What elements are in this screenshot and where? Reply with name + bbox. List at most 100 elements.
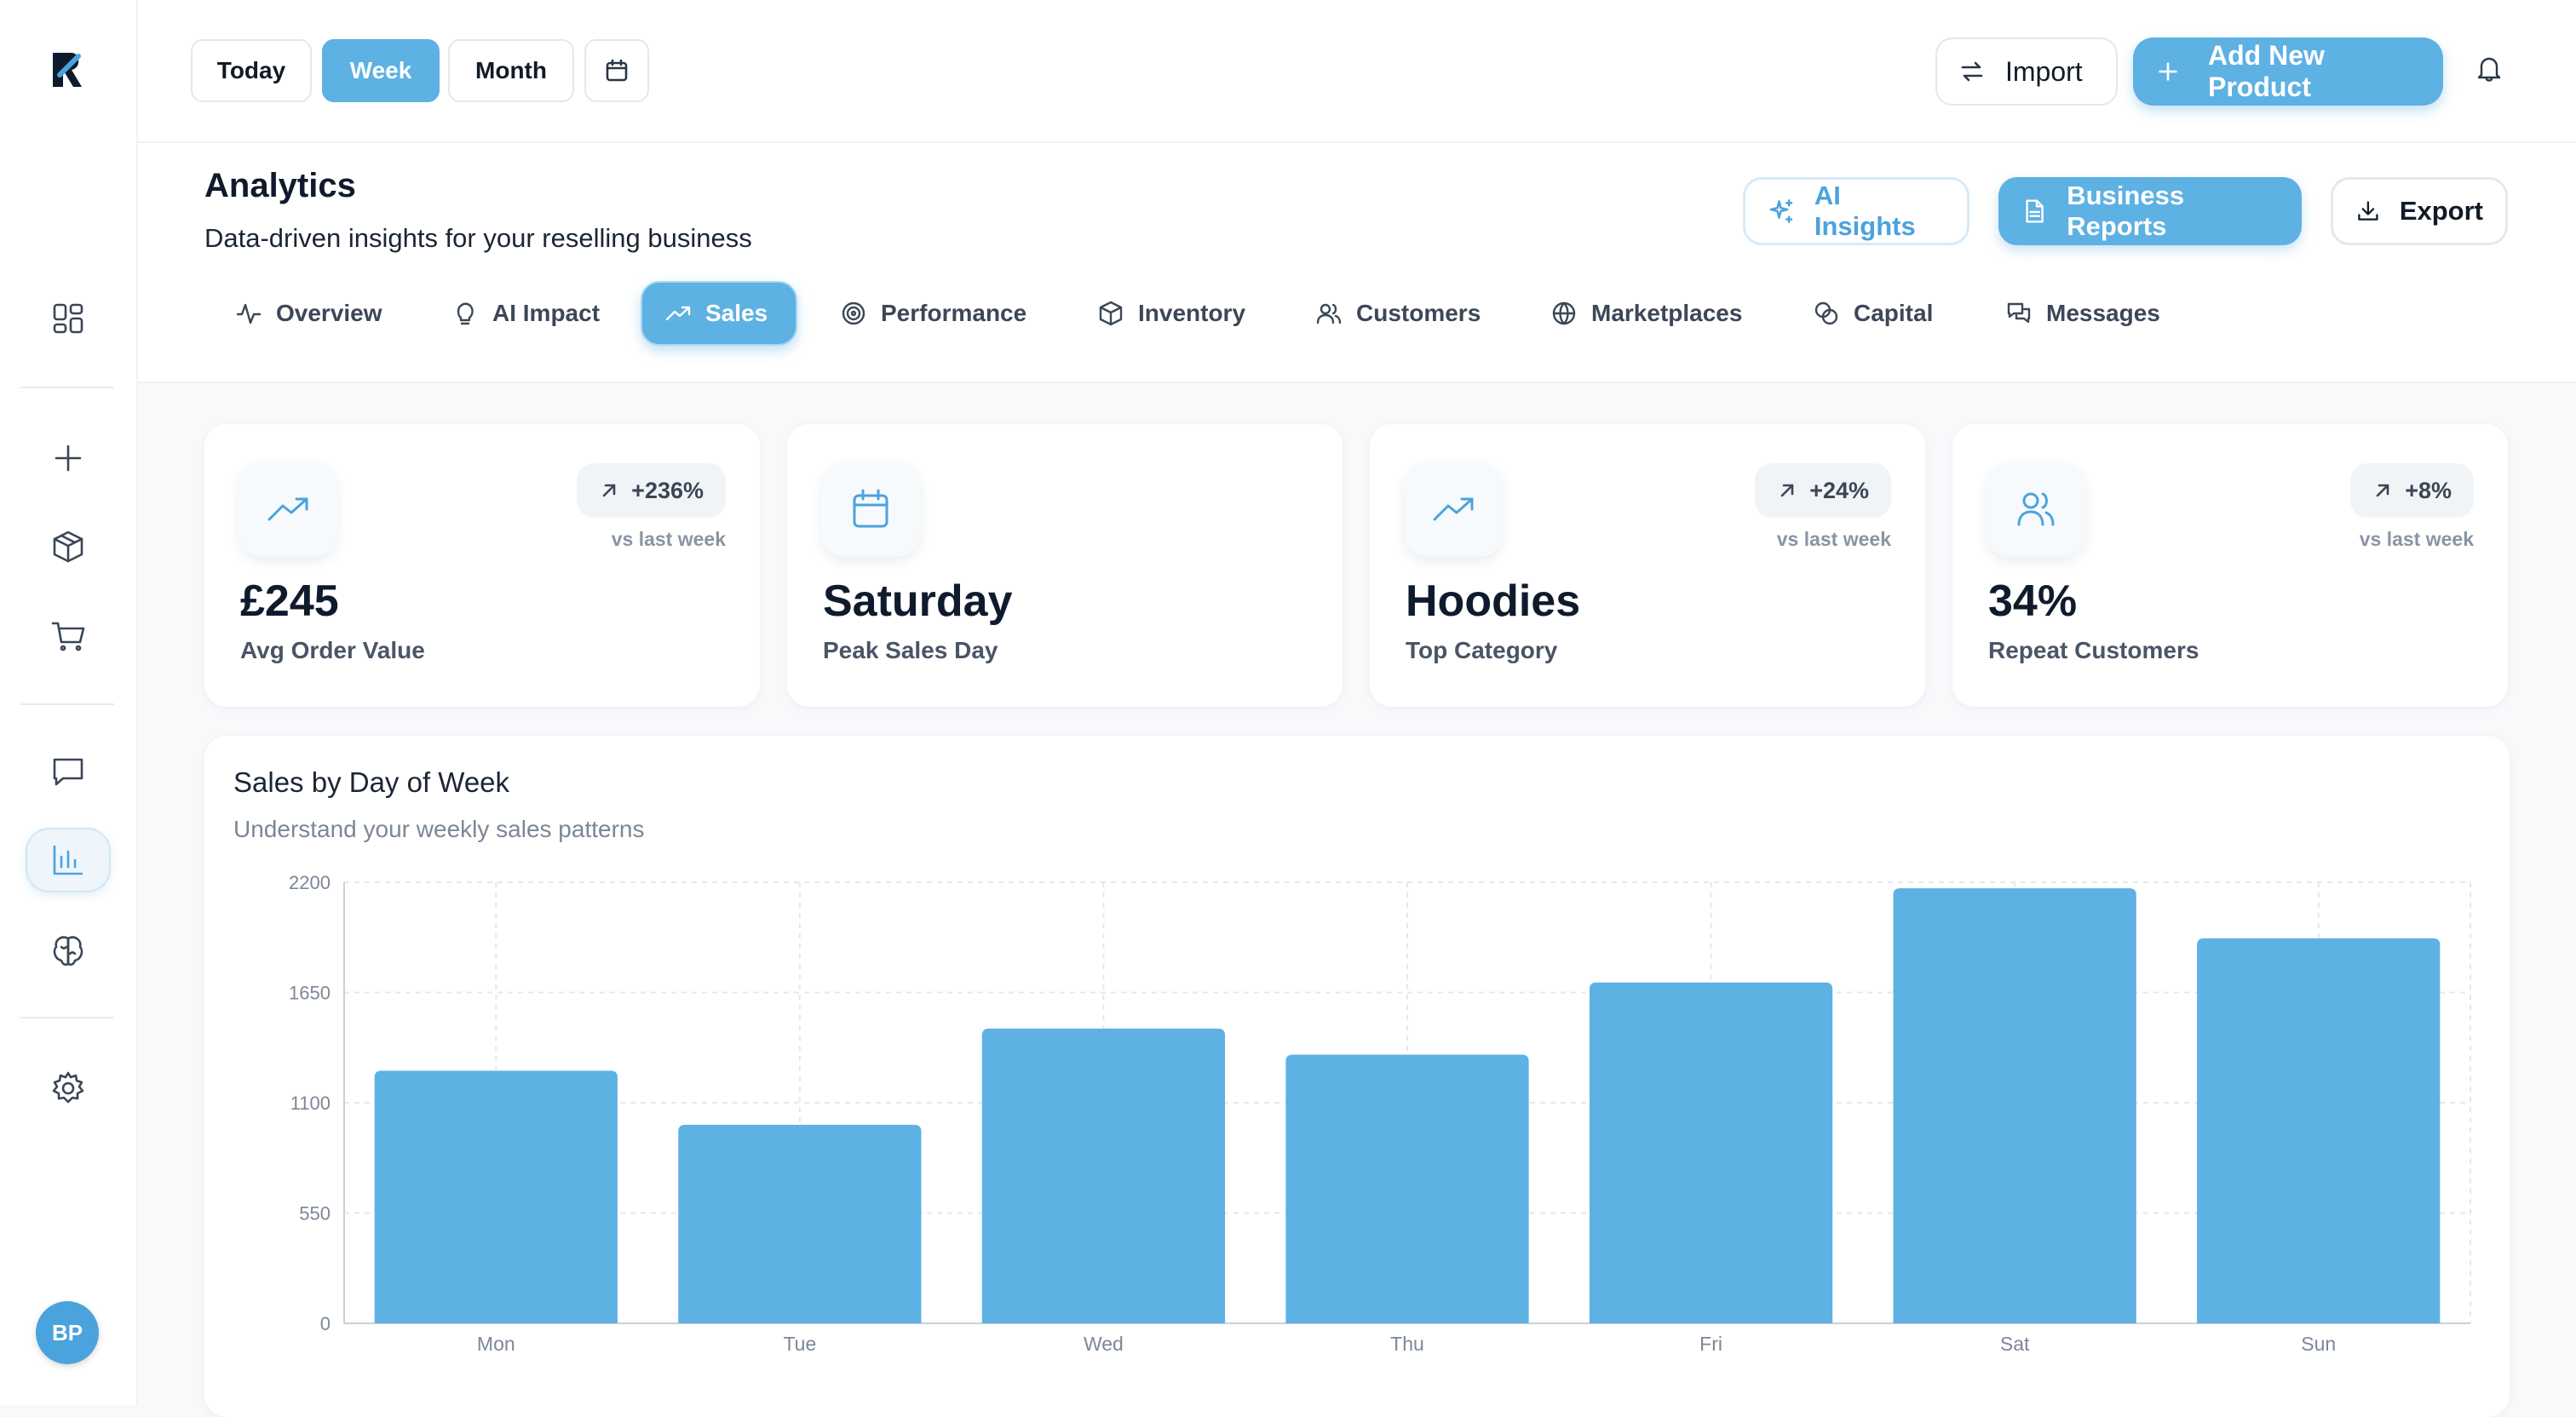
tab-overview[interactable]: Overview — [213, 281, 405, 346]
arrow-up-right-icon — [1780, 484, 1794, 497]
sidebar-item-cart[interactable] — [26, 603, 111, 668]
y-tick-label: 0 — [320, 1313, 331, 1334]
import-button[interactable]: Import — [1935, 37, 2118, 106]
gear-icon — [52, 1071, 84, 1104]
x-tick-label: Mon — [477, 1333, 515, 1355]
change-badge: +24% — [1755, 463, 1891, 518]
tab-customers[interactable]: Customers — [1293, 281, 1503, 346]
user-avatar[interactable]: BP — [36, 1301, 99, 1364]
trending-up-icon — [665, 306, 691, 321]
brain-icon — [53, 936, 83, 967]
range-today-button[interactable]: Today — [191, 39, 312, 102]
bar-sat — [1893, 888, 2136, 1323]
change-value: +236% — [631, 477, 704, 503]
target-icon — [842, 301, 865, 325]
sidebar-divider — [20, 387, 114, 388]
sidebar-item-analytics[interactable] — [26, 828, 111, 892]
arrow-up-right-icon — [602, 484, 616, 497]
notifications-button[interactable] — [2474, 53, 2508, 87]
trending-up-icon — [1433, 497, 1474, 521]
users-icon — [1316, 303, 1342, 324]
plus-icon — [55, 445, 82, 472]
stat-label: Avg Order Value — [240, 637, 425, 663]
tab-ai-impact-label: AI Impact — [492, 300, 601, 326]
stat-icon — [1404, 462, 1503, 557]
business-reports-button[interactable]: Business Reports — [1998, 177, 2302, 245]
bar-sun — [2197, 938, 2441, 1323]
sidebar-item-dashboard[interactable] — [26, 286, 111, 351]
page-subtitle: Data-driven insights for your reselling … — [204, 223, 752, 253]
change-comparison: vs last week — [2359, 528, 2474, 550]
tab-overview-label: Overview — [276, 300, 382, 326]
bar-mon — [374, 1070, 618, 1323]
change-value: +8% — [2405, 477, 2452, 503]
tab-performance[interactable]: Performance — [818, 281, 1049, 346]
sidebar-item-settings[interactable] — [26, 1056, 111, 1121]
stat-value: Hoodies — [1406, 577, 1581, 626]
tab-customers-label: Customers — [1356, 300, 1481, 326]
change-badge: +236% — [577, 463, 726, 518]
bar-tue — [678, 1124, 922, 1323]
calendar-icon — [606, 59, 628, 82]
calendar-icon — [853, 489, 888, 528]
globe-icon — [1552, 301, 1576, 325]
export-label: Export — [2399, 196, 2483, 226]
chart-subtitle: Understand your weekly sales patterns — [233, 816, 645, 842]
swap-icon — [1961, 61, 1983, 82]
cart-icon — [51, 622, 85, 651]
bell-icon — [2477, 57, 2501, 82]
add-new-product-button[interactable]: Add New Product — [2133, 37, 2443, 106]
date-picker-button[interactable] — [584, 39, 649, 102]
x-tick-label: Fri — [1699, 1333, 1722, 1355]
chat-icon — [2007, 302, 2031, 324]
export-button[interactable]: Export — [2331, 177, 2508, 245]
tab-ai-impact[interactable]: AI Impact — [429, 281, 622, 346]
tab-inventory-label: Inventory — [1138, 300, 1246, 326]
range-week-button[interactable]: Week — [322, 39, 440, 102]
y-tick-label: 550 — [299, 1203, 331, 1225]
business-reports-label: Business Reports — [2067, 181, 2185, 241]
sidebar-item-products[interactable] — [26, 514, 111, 579]
lightbulb-icon — [457, 302, 474, 325]
sidebar-item-add[interactable] — [26, 426, 111, 490]
box-icon — [53, 531, 83, 563]
ai-insights-label: AI Insights — [1814, 181, 1916, 241]
dashboard-grid-icon — [53, 303, 83, 334]
users-icon — [2017, 492, 2055, 526]
change-comparison: vs last week — [1776, 528, 1891, 550]
stat-icon — [239, 462, 337, 557]
change-value: +24% — [1809, 477, 1869, 503]
sidebar-item-ai-brain[interactable] — [26, 918, 111, 983]
plus-icon — [2159, 62, 2177, 81]
tab-performance-label: Performance — [881, 300, 1027, 326]
tab-messages[interactable]: Messages — [1983, 281, 2182, 346]
change-comparison: vs last week — [611, 528, 726, 550]
sidebar-divider — [20, 1017, 114, 1018]
chat-icon — [53, 758, 83, 786]
tab-capital[interactable]: Capital — [1791, 281, 1955, 346]
y-tick-label: 1650 — [289, 983, 331, 1004]
download-icon — [2358, 201, 2378, 221]
tab-inventory[interactable]: Inventory — [1075, 281, 1268, 346]
trending-up-icon — [267, 497, 308, 521]
sidebar-item-messages[interactable] — [26, 739, 111, 804]
bar-fri — [1589, 982, 1833, 1323]
stat-icon — [821, 462, 920, 557]
range-month-button[interactable]: Month — [448, 39, 574, 102]
app-logo[interactable] — [48, 49, 89, 90]
stat-card-top-category: +24% vs last week Hoodies Top Category — [1370, 424, 1925, 707]
tab-messages-label: Messages — [2046, 300, 2160, 326]
change-badge: +8% — [2350, 463, 2474, 518]
page-title: Analytics — [204, 167, 356, 204]
tab-sales-label: Sales — [705, 300, 768, 326]
tab-sales[interactable]: Sales — [641, 281, 797, 346]
stat-label: Repeat Customers — [1988, 637, 2199, 663]
tab-capital-label: Capital — [1854, 300, 1934, 326]
tab-marketplaces[interactable]: Marketplaces — [1528, 281, 1764, 346]
stat-value: £245 — [240, 577, 339, 626]
sparkles-icon — [1769, 199, 1793, 223]
x-tick-label: Thu — [1390, 1333, 1424, 1355]
stat-label: Peak Sales Day — [823, 637, 998, 663]
stat-icon — [1987, 462, 2085, 557]
ai-insights-button[interactable]: AI Insights — [1743, 177, 1969, 245]
